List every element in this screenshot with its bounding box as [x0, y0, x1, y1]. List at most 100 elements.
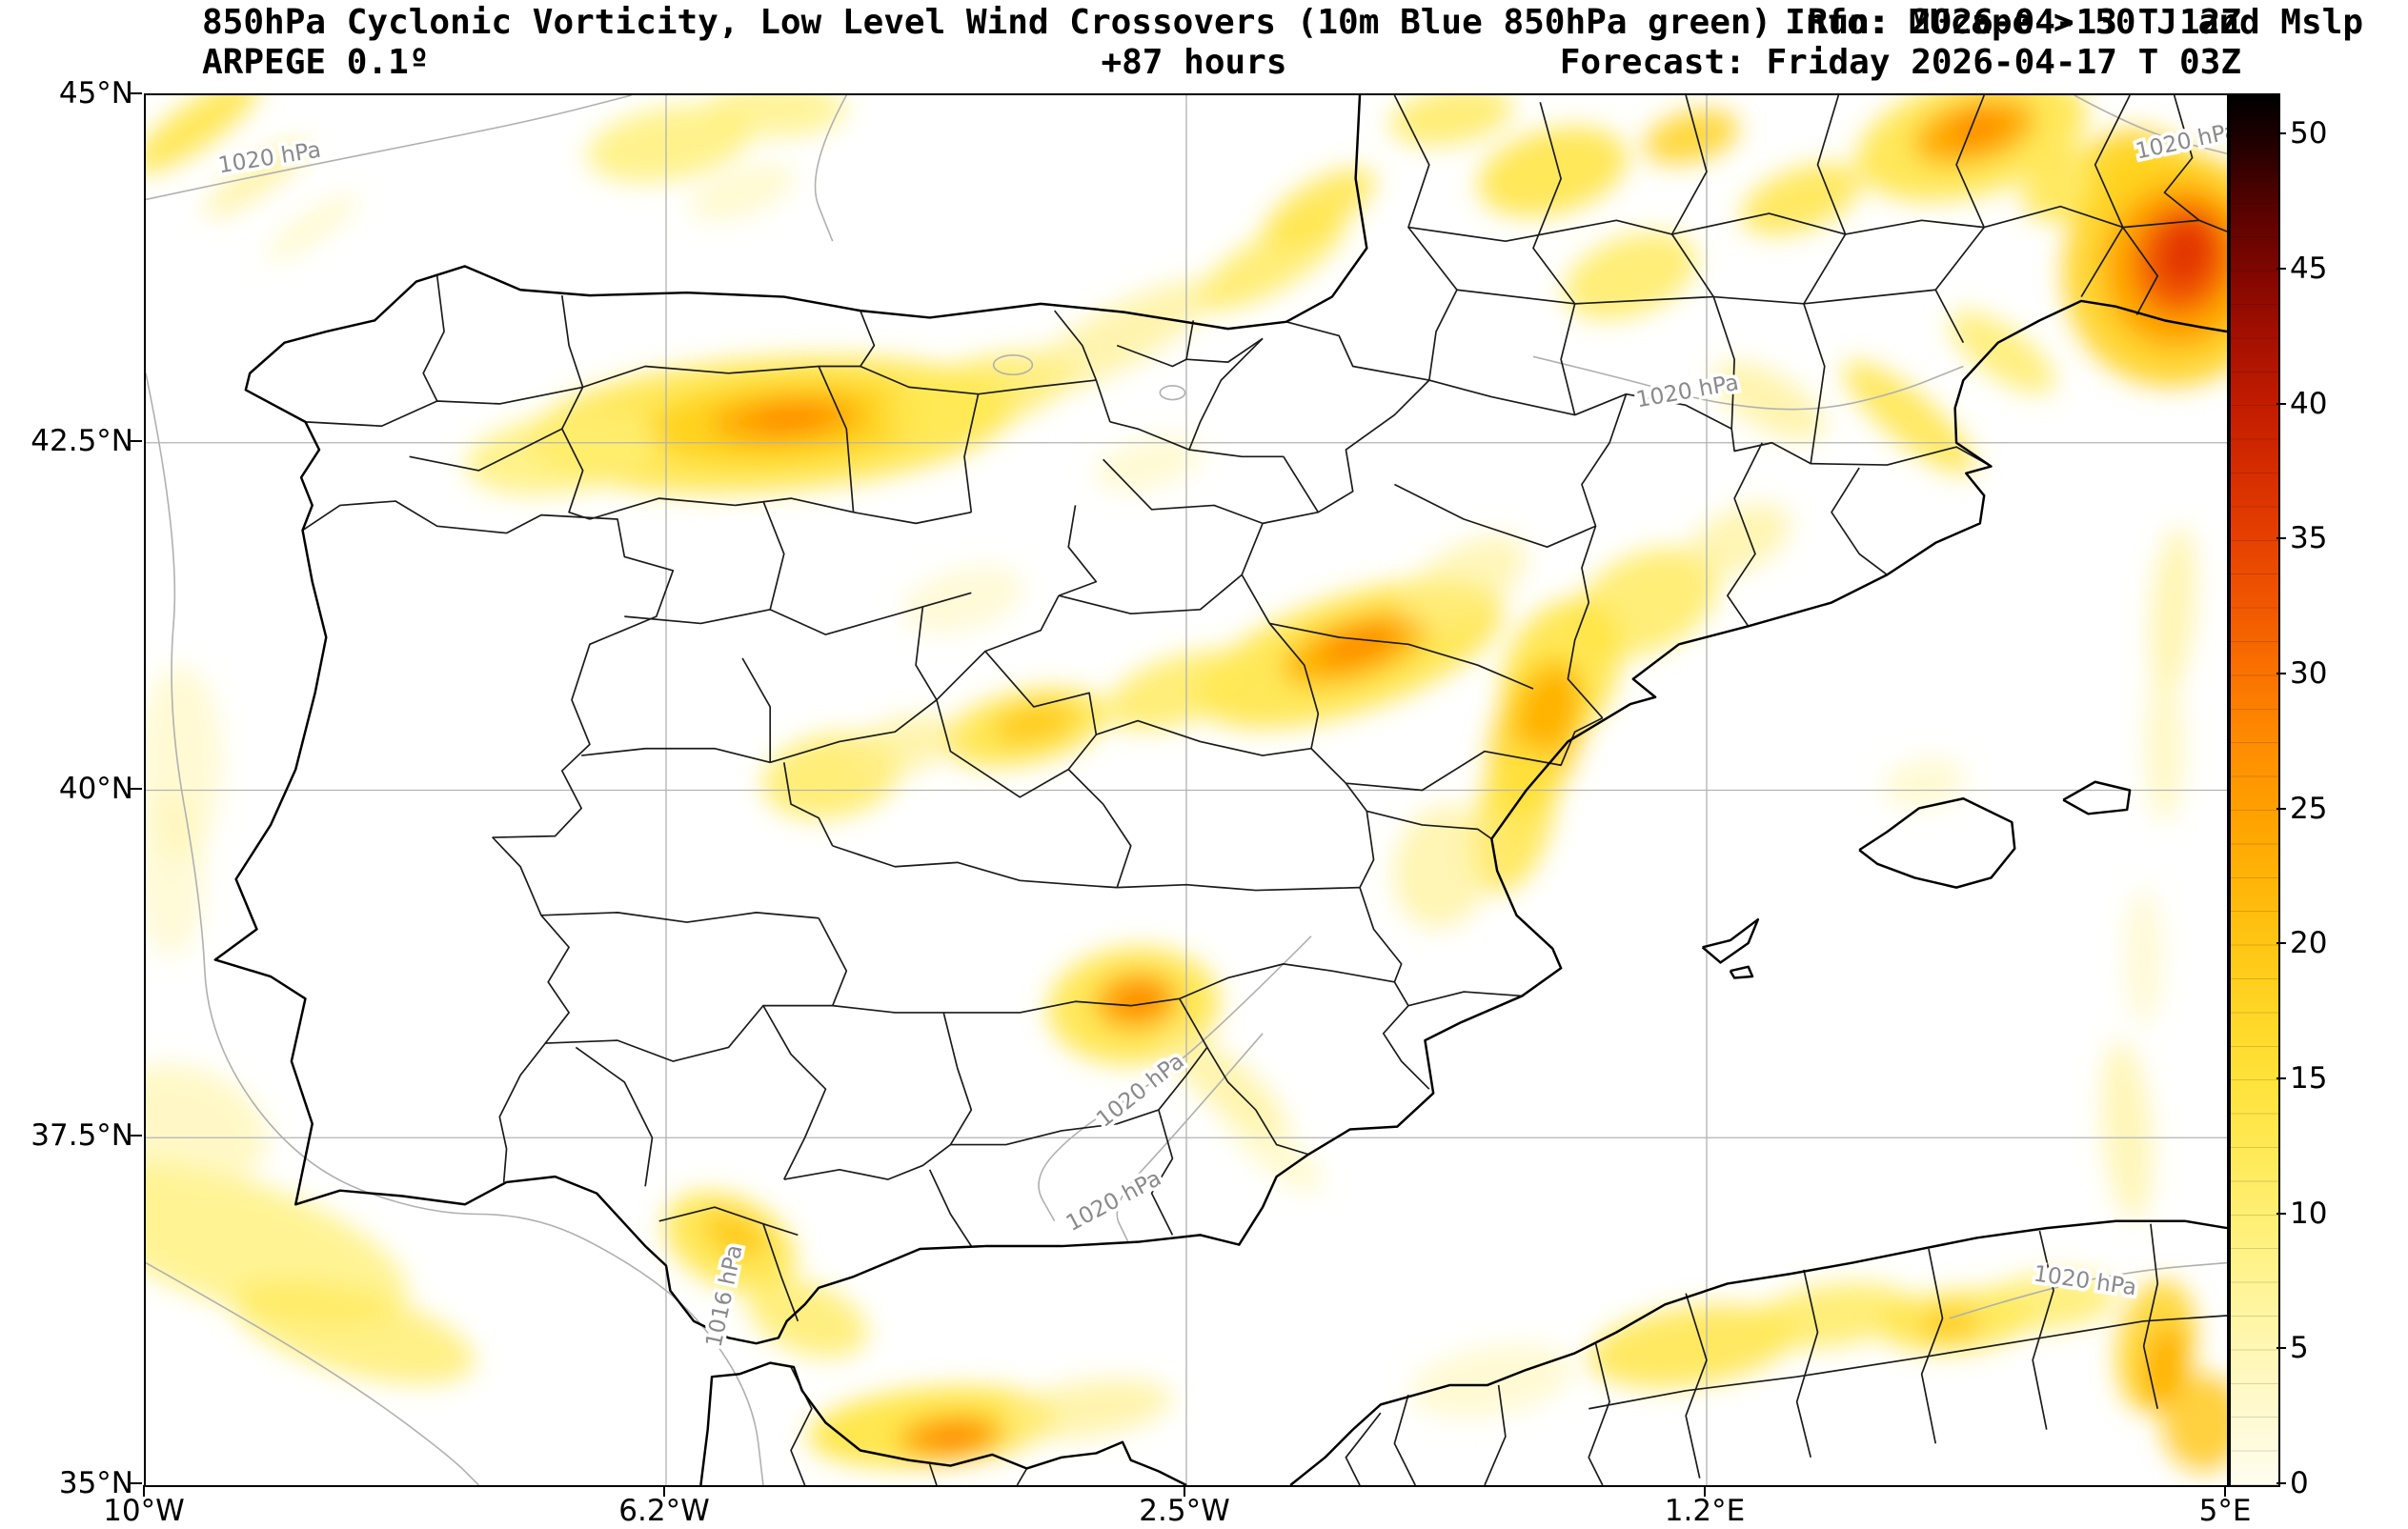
border-line [2032, 1230, 2054, 1430]
heat-blob [1223, 1105, 1323, 1193]
heat-blob [146, 1160, 408, 1324]
lead-time-label: +87 hours [1101, 43, 1287, 82]
coastline-path [699, 1361, 1187, 1485]
border-line [575, 1046, 654, 1187]
forecast-label: Forecast: Friday 2026-04-17 T 03Z [1559, 43, 2241, 82]
border-line [1920, 1248, 1944, 1444]
map-plot-area: 1020 hPa 1016 hPa 1020 hPa 1020 hPa 1020 hPa… [144, 93, 2229, 1487]
heat-blob [1918, 1309, 1980, 1338]
border-line [790, 1366, 813, 1485]
border-line [624, 609, 771, 625]
island-outline [1858, 797, 2016, 889]
x-axis-tick [143, 1485, 145, 1497]
border-line [1103, 458, 1319, 525]
border-line [409, 428, 563, 472]
y-tick-label: 37.5°N [30, 1118, 133, 1154]
border-line [1269, 622, 1534, 690]
y-axis-tick [131, 92, 142, 94]
heat-blob [1588, 1304, 1795, 1388]
border-line [1150, 1109, 1174, 1236]
heat-blob [2161, 1374, 2227, 1472]
mslp-label: 1020 hPa [1062, 1165, 1165, 1237]
border-line [1054, 310, 1098, 381]
border-line [1185, 320, 1264, 363]
border-line [1188, 337, 1264, 451]
border-line [1346, 716, 1604, 792]
heat-blob [1686, 503, 1791, 577]
heat-blob [1006, 1378, 1172, 1439]
heat-blob [1018, 279, 1217, 398]
y-axis-tick [131, 439, 142, 442]
heat-blob [1564, 231, 1697, 320]
border-line [2163, 95, 2200, 221]
border-line [1727, 442, 1763, 627]
heat-blob [1478, 127, 1628, 217]
border-line [1241, 523, 1409, 1007]
border-line [1670, 95, 1735, 430]
border-line [2122, 227, 2159, 315]
border-line [1685, 1293, 1708, 1479]
mslp-contour [2074, 95, 2227, 155]
border-line [1407, 991, 1523, 1007]
grid-lines [146, 95, 2227, 1485]
x-tick-label: 2.5°W [1139, 1494, 1230, 1528]
border-line [1058, 505, 1098, 597]
border-line [1206, 1046, 1309, 1156]
border-line [1285, 321, 1992, 468]
border-line [1393, 1394, 1416, 1485]
border-line [950, 997, 1208, 1146]
heat-blob [1264, 168, 1376, 245]
colorbar-tick-label: 5 [2290, 1331, 2309, 1366]
heat-blob [752, 405, 830, 431]
heat-blob [1389, 95, 1513, 146]
colorbar-tick-label: 25 [2290, 791, 2328, 826]
colorbar [2229, 93, 2280, 1487]
heat-blob [1883, 757, 1966, 810]
border-line [853, 511, 972, 525]
border-line [1484, 1384, 1507, 1485]
y-axis-tick [131, 1482, 142, 1484]
border-line [1345, 1412, 1382, 1485]
colorbar-tick-label: 50 [2290, 116, 2328, 151]
border-line [1116, 344, 1187, 368]
heat-blob [586, 105, 752, 183]
heat-blob [1949, 311, 2055, 394]
colorbar-tick [2276, 1347, 2286, 1350]
heat-blob [146, 1064, 269, 1184]
border-line [545, 963, 1395, 1062]
border-line [1096, 719, 1312, 756]
border-line [928, 1169, 973, 1247]
border-line [762, 500, 785, 611]
border-line [818, 917, 848, 1006]
border-line [1283, 379, 1430, 513]
border-line [581, 747, 771, 764]
colorbar-level-lines [2231, 95, 2278, 1485]
border-line [762, 1223, 799, 1322]
border-line [936, 651, 1098, 798]
y-tick-label: 42.5°N [30, 423, 133, 458]
border-line [915, 606, 938, 701]
border-line [302, 500, 675, 1183]
y-axis-tick [131, 787, 142, 790]
colorbar-tick-label: 45 [2290, 251, 2328, 287]
border-line [762, 1005, 827, 1180]
border-line [1795, 1269, 1819, 1459]
colorbar-tick-label: 40 [2290, 386, 2328, 421]
heat-blob [1749, 1282, 1914, 1349]
colorbar-tick [2276, 537, 2286, 540]
border-line [1532, 102, 1576, 415]
info-label: Info: MUcape > 50 J and Mslp [1785, 3, 2363, 42]
mslp-ring [1159, 385, 1186, 401]
island-outline [2062, 780, 2132, 815]
border-line [589, 497, 854, 520]
heat-blob [1401, 535, 1527, 628]
heat-blob [1105, 650, 1253, 730]
border-line [658, 1206, 799, 1237]
colorbar-tick [2276, 673, 2286, 675]
border-line [1567, 393, 1628, 719]
border-line [1407, 219, 1672, 243]
border-line [1117, 883, 1361, 892]
province-borders [302, 95, 2227, 1485]
heat-blob [689, 164, 796, 221]
